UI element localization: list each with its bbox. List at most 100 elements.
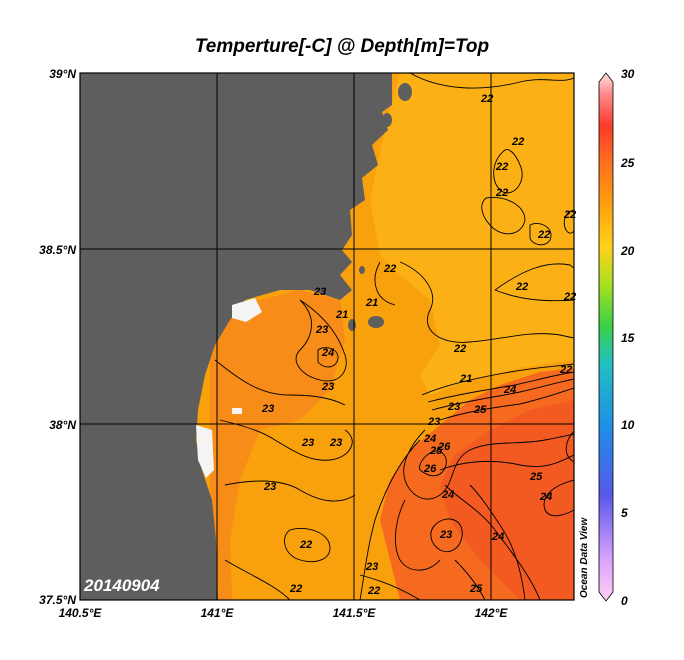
contour-label: 22: [559, 364, 572, 376]
contour-line: [374, 261, 396, 306]
contour-label: 23: [301, 437, 314, 449]
contour-line: [359, 574, 421, 600]
contour-line: [284, 528, 331, 563]
contour-line: [469, 484, 526, 600]
contour-label: 25: [473, 404, 487, 416]
warm-coastal-region: [210, 290, 345, 600]
contour-label: 21: [335, 309, 348, 321]
contour-label: 22: [563, 291, 576, 303]
island: [398, 83, 412, 101]
colorbar-tick: 0: [621, 594, 628, 608]
contour-labels: 22 22 22 22 22 22 22 22 22 21 22 23 23 2…: [261, 93, 576, 597]
colorbar-tick: 15: [621, 331, 635, 345]
contour-label: 22: [480, 93, 493, 105]
contour-line: [295, 299, 347, 382]
contour-lines: [214, 73, 574, 600]
contour-line: [529, 223, 552, 246]
land-mass: [80, 73, 392, 600]
contour-label: 23: [365, 561, 378, 573]
contour-label: 23: [315, 324, 328, 336]
colorbar-tick: 5: [621, 506, 628, 520]
contour-line: [214, 359, 346, 406]
contour-label: 24: [491, 531, 504, 543]
colorbar: 30 25 20 15 10 5 0: [598, 67, 635, 608]
contour-label: 22: [515, 281, 528, 293]
contour-label: 21: [459, 373, 472, 385]
contour-line: [224, 559, 291, 600]
credit-label: Ocean Data View: [579, 517, 590, 598]
contour-label: 23: [263, 481, 276, 493]
contour-label: 22: [495, 161, 508, 173]
contour-label: 23: [313, 286, 326, 298]
contour-line: [481, 197, 526, 235]
y-tick-label: 38°N: [49, 418, 76, 432]
contour-label: 22: [495, 187, 508, 199]
contour-line: [399, 261, 574, 343]
x-axis-ticks: 140.5°E 141°E 141.5°E 142°E: [59, 606, 509, 620]
contour-line: [543, 479, 574, 517]
contour-line: [439, 454, 574, 471]
contour-line: [317, 347, 339, 368]
contour-label: 22: [453, 343, 466, 355]
contour-line: [430, 518, 463, 552]
contour-line: [409, 73, 574, 89]
contour-label: 23: [447, 401, 460, 413]
island: [348, 319, 356, 331]
island: [382, 113, 392, 127]
y-tick-label: 39°N: [49, 67, 76, 81]
contour-label: 23: [321, 381, 334, 393]
missing-data-area: [232, 408, 242, 414]
contour-label: 23: [261, 403, 274, 415]
contour-line: [419, 450, 447, 477]
contour-line: [403, 429, 574, 500]
missing-data-area: [196, 425, 214, 478]
x-tick-label: 141°E: [201, 606, 235, 620]
y-tick-label: 38.5°N: [39, 243, 76, 257]
contour-label: 22: [383, 263, 396, 275]
contour-label: 24: [539, 491, 552, 503]
contour-label: 24: [503, 384, 516, 396]
contour-line: [395, 499, 441, 571]
cool-water-region: [370, 73, 574, 395]
contour-line: [431, 378, 574, 411]
contour-line: [224, 480, 356, 502]
contour-label: 23: [439, 529, 452, 541]
y-tick-label: 37.5°N: [39, 593, 76, 607]
contour-label: 24: [423, 433, 436, 445]
contour-label: 22: [299, 539, 312, 551]
graticule: [80, 73, 574, 600]
island: [368, 316, 384, 328]
contour-label: 24: [441, 489, 454, 501]
x-tick-label: 142°E: [475, 606, 509, 620]
map-field: [80, 73, 574, 600]
contour-line: [454, 559, 486, 600]
contour-line: [219, 419, 353, 461]
contour-line: [563, 209, 574, 234]
island: [359, 266, 365, 274]
contour-line: [494, 289, 574, 302]
plot-frame: [79, 72, 575, 601]
x-tick-label: 141.5°E: [333, 606, 377, 620]
date-label: 20140904: [83, 576, 160, 595]
colorbar-tick: 30: [621, 67, 635, 81]
x-tick-label: 140.5°E: [59, 606, 103, 620]
missing-data-area: [232, 298, 262, 322]
contour-label: 26: [423, 463, 437, 475]
contour-label: 25: [469, 583, 483, 595]
contour-label: 26: [437, 441, 451, 453]
colorbar-tick: 10: [621, 418, 635, 432]
colorbar-body: [598, 72, 614, 602]
contour-line: [427, 371, 574, 403]
contour-label: 23: [427, 416, 440, 428]
contour-line: [493, 149, 523, 194]
contour-label: 21: [365, 297, 378, 309]
colorbar-tick: 20: [620, 244, 635, 258]
colorbar-tick: 25: [620, 156, 635, 170]
y-axis-ticks: 39°N 38.5°N 38°N 37.5°N: [39, 67, 76, 607]
map-title: Temperture[-C] @ Depth[m]=Top: [194, 36, 490, 57]
contour-label: 22: [563, 209, 576, 221]
contour-label: 22: [289, 583, 302, 595]
contour-line: [359, 439, 421, 600]
contour-label: 23: [329, 437, 342, 449]
